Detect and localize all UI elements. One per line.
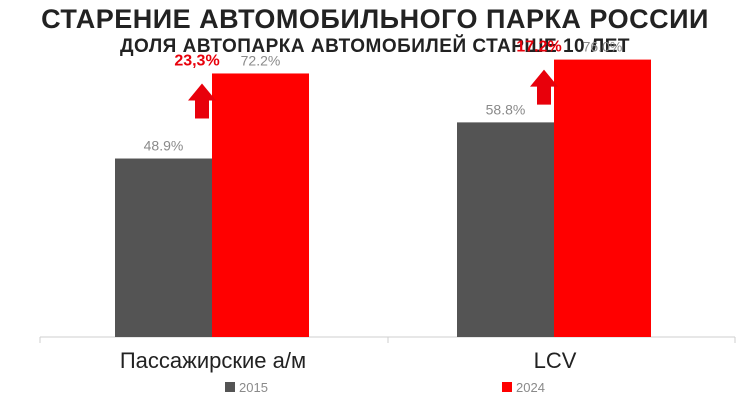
bar-2015-2: [457, 122, 554, 337]
legend-swatch-2024: [502, 382, 512, 392]
bar-2024-2: [554, 59, 651, 337]
value-label-2015-1: 48.9%: [144, 138, 184, 154]
value-label-2024-1: 72.2%: [241, 52, 281, 68]
category-label-1: Пассажирские а/м: [120, 348, 306, 373]
category-label-2: LCV: [534, 348, 577, 373]
growth-arrow-2: [530, 69, 558, 105]
growth-label-2: 17.2%: [516, 39, 561, 56]
bar-2015-1: [115, 158, 212, 337]
growth-label-1: 23,3%: [174, 52, 219, 69]
value-label-2024-2: 76.0%: [583, 39, 623, 55]
bar-2024-1: [212, 73, 309, 337]
value-label-2015-2: 58.8%: [486, 101, 526, 117]
legend-swatch-2015: [225, 382, 235, 392]
chart-title: СТАРЕНИЕ АВТОМОБИЛЬНОГО ПАРКА РОССИИ: [41, 4, 709, 34]
chart-subtitle: ДОЛЯ АВТОПАРКА АВТОМОБИЛЕЙ СТАРШЕ 10 ЛЕТ: [120, 36, 630, 57]
growth-arrow-1: [188, 83, 216, 119]
legend-label-2015: 2015: [239, 380, 268, 395]
legend-label-2024: 2024: [516, 380, 545, 395]
